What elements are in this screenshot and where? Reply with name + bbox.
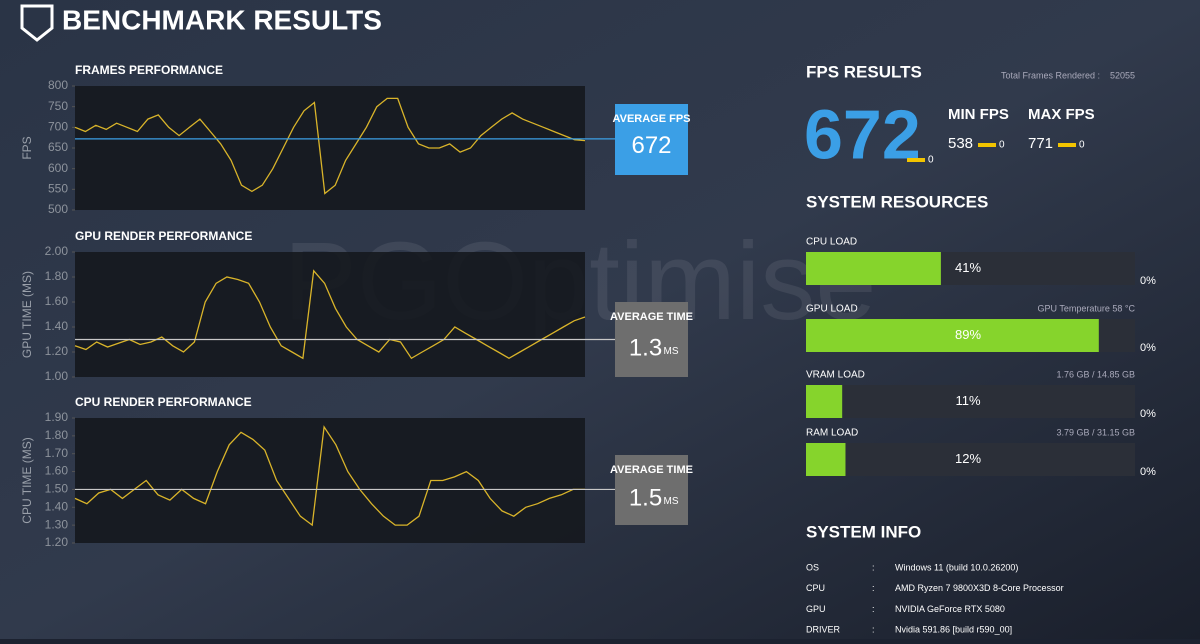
info-value: Nvidia 591.86 [build r590_00] [895,624,1012,634]
y-tick-label: 1.70 [45,446,69,460]
resource-min: 0% [1140,342,1156,354]
plot-area [75,86,585,210]
page-title: BENCHMARK RESULTS [62,4,382,35]
resource-label: GPU LOAD [806,304,858,315]
average-box [615,455,688,525]
total-frames-label: Total Frames Rendered : [1001,70,1100,80]
y-tick-label: 1.40 [45,499,69,513]
y-tick-label: 1.90 [45,410,69,424]
info-key: GPU [806,604,826,614]
average-fps: 672 [804,95,921,173]
indicator [1058,143,1076,147]
y-tick-label: 1.30 [45,517,69,531]
info-separator: : [872,583,875,593]
resource-note: GPU Temperature 58 °C [1038,303,1136,313]
y-tick-label: 1.40 [45,319,69,333]
y-tick-label: 1.00 [45,369,69,383]
info-key: CPU [806,583,825,593]
data-line [74,425,585,527]
average-label: AVERAGE TIME [610,311,693,323]
average-sub: 0 [928,155,934,166]
y-tick-label: 1.50 [45,482,69,496]
info-value: Windows 11 (build 10.0.26200) [895,562,1018,572]
y-tick-label: 800 [48,78,68,92]
resource-note: 3.79 GB / 31.15 GB [1056,427,1135,437]
info-key: OS [806,562,819,572]
y-tick-label: 1.80 [45,428,69,442]
y-axis-label: CPU TIME (MS) [20,437,34,523]
min-value: 538 [948,135,973,152]
average-value: 1.5 [629,484,662,511]
info-value: NVIDIA GeForce RTX 5080 [895,604,1005,614]
average-value: 1.3 [629,335,662,362]
y-tick-label: 750 [48,99,68,113]
max-label: MAX FPS [1028,106,1095,123]
y-tick-label: 550 [48,182,68,196]
resource-value: 11% [955,393,980,408]
y-tick-label: 700 [48,120,68,134]
resource-bar [806,443,846,476]
y-tick-label: 500 [48,202,68,216]
resource-min: 0% [1140,275,1156,287]
y-tick-label: 1.60 [45,294,69,308]
min-sub: 0 [999,140,1005,151]
average-unit: MS [664,496,679,507]
resource-label: CPU LOAD [806,237,857,248]
plot-area [75,252,585,377]
min-label: MIN FPS [948,106,1009,123]
y-tick-label: 1.80 [45,269,69,283]
resource-bar [806,385,843,418]
chart-title: FRAMES PERFORMANCE [75,63,223,77]
y-tick-label: 650 [48,140,68,154]
resource-value: 41% [955,260,981,275]
resource-label: RAM LOAD [806,428,858,439]
y-tick-label: 1.20 [45,535,69,549]
average-box [615,104,688,175]
average-box [615,302,688,377]
indicator [978,143,996,147]
chart-title: GPU RENDER PERFORMANCE [75,229,252,243]
resource-track [806,385,1135,418]
indicator [907,158,925,162]
logo [20,4,54,42]
y-tick-label: 600 [48,161,68,175]
resource-min: 0% [1140,408,1156,420]
section-title: SYSTEM RESOURCES [806,192,988,211]
y-axis-label: GPU TIME (MS) [20,271,34,358]
max-value: 771 [1028,135,1053,152]
resource-bar [806,319,1099,352]
resource-label: VRAM LOAD [806,370,865,381]
y-axis-label: FPS [20,136,34,159]
resource-min: 0% [1140,466,1156,478]
resource-track [806,443,1135,476]
average-label: AVERAGE TIME [610,464,693,476]
section-title: SYSTEM INFO [806,522,921,541]
resource-value: 89% [955,327,981,342]
data-line [74,269,586,360]
info-separator: : [872,562,875,572]
info-separator: : [872,624,875,634]
y-tick-label: 1.60 [45,464,69,478]
info-value: AMD Ryzen 7 9800X3D 8-Core Processor [895,583,1064,593]
y-tick-label: 2.00 [45,244,69,258]
info-key: DRIVER [806,624,841,634]
average-unit: MS [664,346,679,357]
data-line [74,97,586,195]
info-separator: : [872,604,875,614]
max-sub: 0 [1079,140,1085,151]
plot-area [75,418,585,543]
resource-note: 1.76 GB / 14.85 GB [1056,369,1135,379]
resource-bar [806,252,941,285]
resource-value: 12% [955,451,981,466]
chart-title: CPU RENDER PERFORMANCE [75,395,252,409]
average-value: 672 [631,132,671,159]
y-tick-label: 1.20 [45,344,69,358]
average-label: AVERAGE FPS [612,113,690,125]
total-frames-value: 52055 [1110,70,1135,80]
section-title: FPS RESULTS [806,62,922,81]
